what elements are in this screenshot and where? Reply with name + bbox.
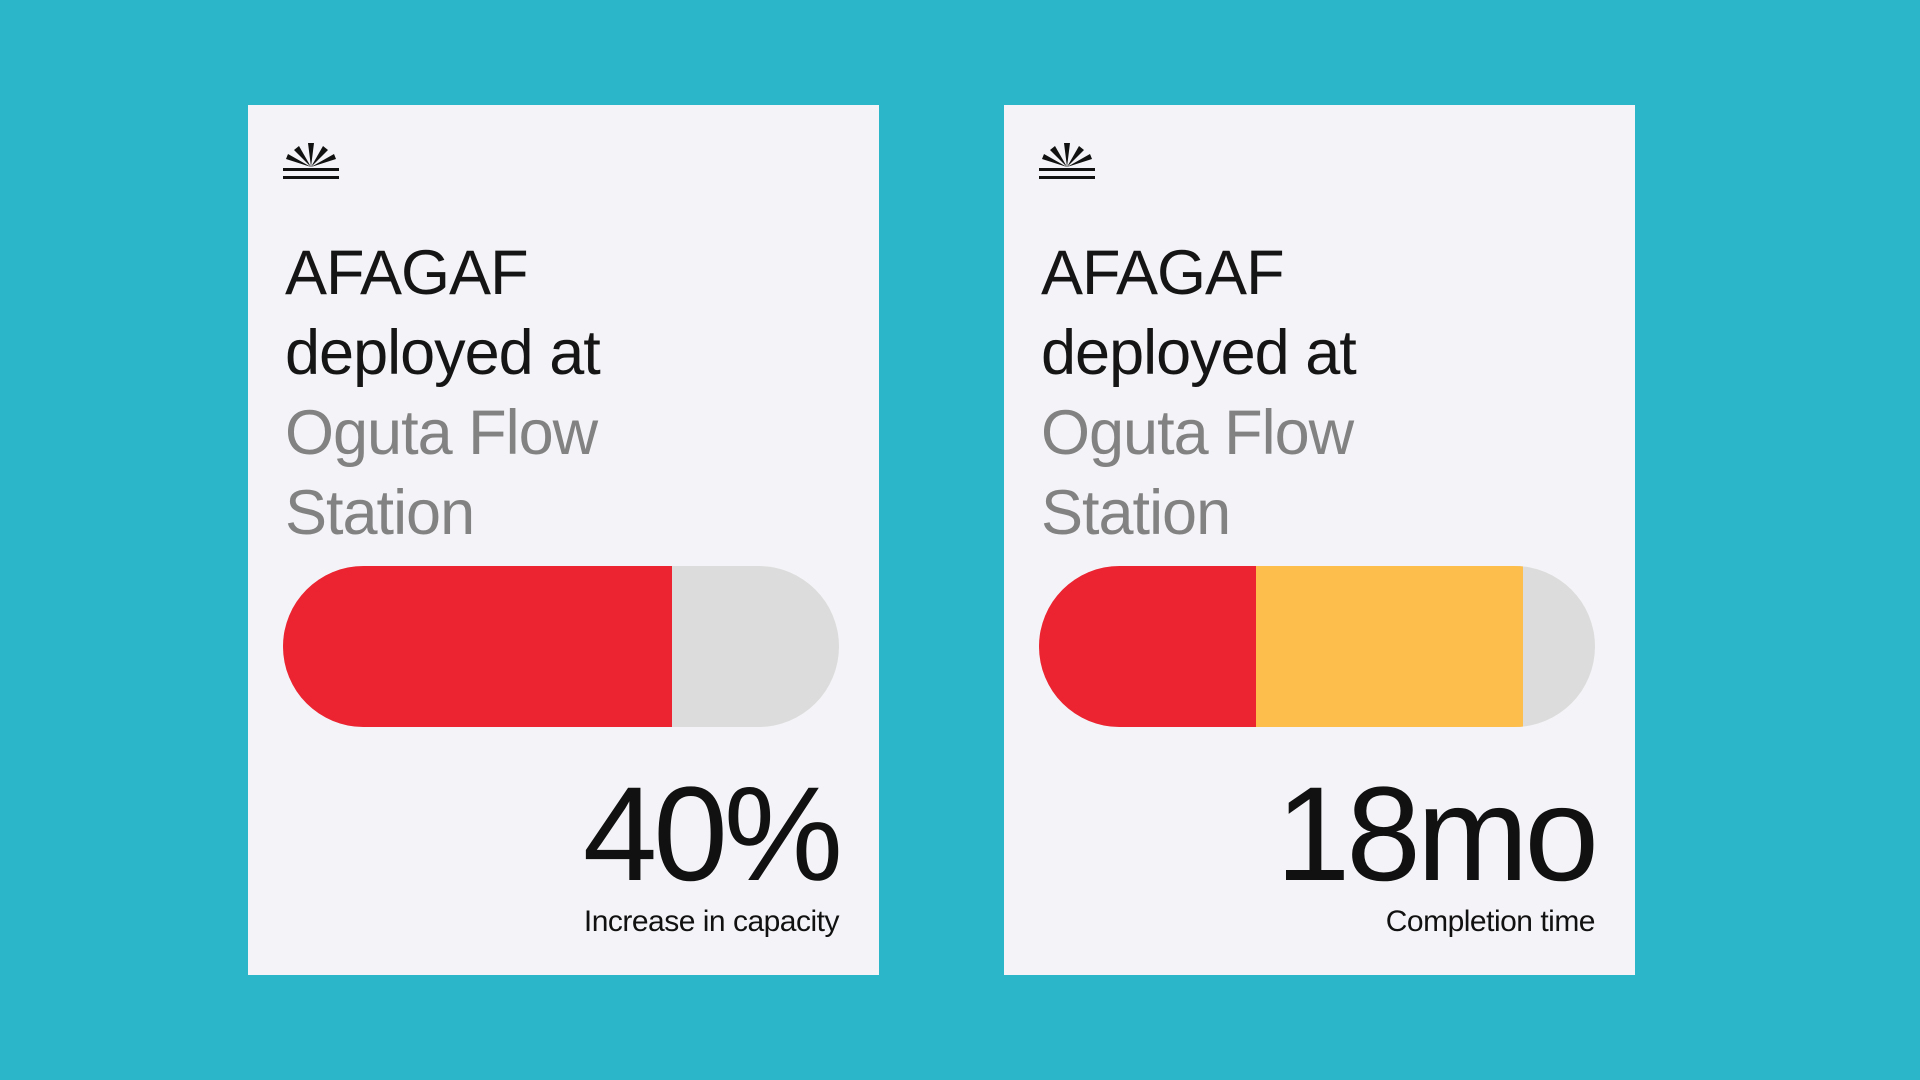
headline-line: AFAGAF — [1041, 238, 1285, 308]
headline-line: deployed at — [285, 318, 601, 388]
metric-caption: Increase in capacity — [583, 905, 840, 938]
stat-card-capacity: AFAGAF deployed at Oguta Flow Station 40… — [248, 105, 879, 975]
headline-location: Oguta Flow — [285, 398, 598, 468]
metric-caption: Completion time — [1385, 905, 1596, 938]
headline-line: AFAGAF — [285, 238, 529, 308]
headline-location: Station — [285, 478, 475, 548]
progress-bar — [283, 566, 839, 727]
headline-line: deployed at — [1041, 318, 1357, 388]
card-headline: AFAGAF deployed at Oguta Flow Station — [1041, 233, 1357, 553]
progress-segment-2 — [1255, 566, 1523, 727]
headline-location: Oguta Flow — [1041, 398, 1354, 468]
headline-location: Station — [1041, 478, 1231, 548]
stat-card-completion: AFAGAF deployed at Oguta Flow Station 18… — [1004, 105, 1635, 975]
sunburst-logo-icon — [283, 143, 339, 179]
progress-segment-1 — [1039, 566, 1256, 727]
metric-value: 18mo — [1275, 760, 1599, 909]
metric-value: 40% — [582, 760, 843, 909]
progress-segment-1 — [283, 566, 673, 727]
sunburst-logo-icon — [1039, 143, 1095, 179]
progress-bar — [1039, 566, 1595, 727]
card-headline: AFAGAF deployed at Oguta Flow Station — [285, 233, 601, 553]
